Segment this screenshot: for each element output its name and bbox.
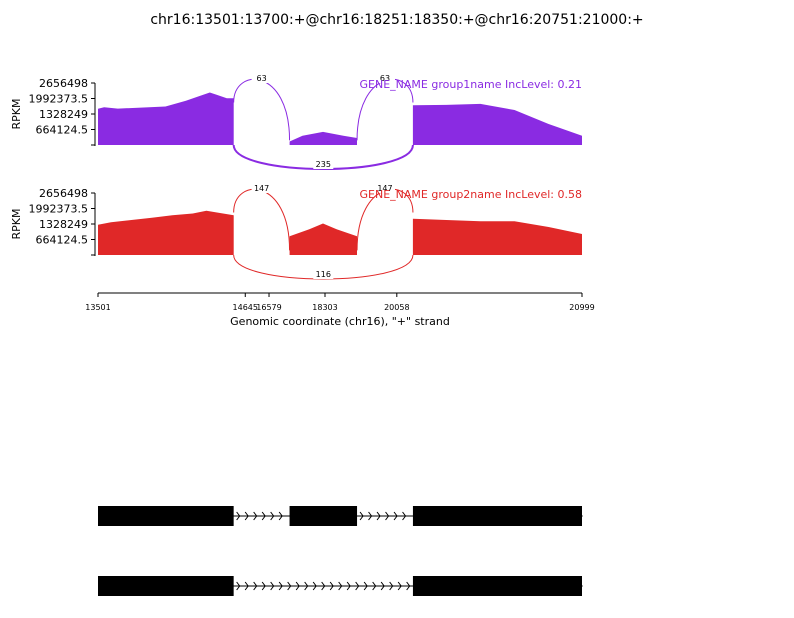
strand-arrow <box>338 581 343 591</box>
y-tick-label: 1328249 <box>39 108 88 121</box>
x-tick-label: 13501 <box>85 303 110 312</box>
strand-arrow <box>359 511 364 521</box>
strand-arrow <box>393 511 398 521</box>
series-label: GENE_NAME group1name IncLevel: 0.21 <box>360 78 582 91</box>
strand-arrow <box>368 511 373 521</box>
strand-arrow <box>253 511 258 521</box>
strand-arrow <box>397 581 402 591</box>
strand-arrow <box>304 581 309 591</box>
isoform-exon-2 <box>289 506 358 526</box>
strand-arrow <box>236 581 241 591</box>
strand-arrow <box>236 511 241 521</box>
coverage-area-exon-1 <box>98 210 234 255</box>
strand-arrow <box>287 581 292 591</box>
chart-title: chr16:13501:13700:+@chr16:18251:18350:+@… <box>150 12 643 28</box>
isoform-exon-3 <box>412 506 582 526</box>
x-tick-label: 16579 <box>256 303 281 312</box>
strand-arrow <box>321 581 326 591</box>
y-tick-label: 1992373.5 <box>29 93 89 106</box>
strand-arrow <box>346 581 351 591</box>
strand-arrow <box>363 581 368 591</box>
coverage-area-exon-3 <box>412 103 582 145</box>
junction-count-label: 63 <box>257 74 267 83</box>
y-tick-label: 1992373.5 <box>29 203 89 216</box>
x-tick-label: 14645 <box>233 303 258 312</box>
strand-arrow <box>244 581 249 591</box>
y-tick-label: 1328249 <box>39 218 88 231</box>
junction-count-label: 63 <box>380 74 390 83</box>
strand-arrow <box>389 581 394 591</box>
strand-arrow <box>380 581 385 591</box>
junction-label-bg <box>251 72 272 83</box>
x-axis-label: Genomic coordinate (chr16), "+" strand <box>230 315 450 328</box>
junction-label-bg <box>251 182 272 193</box>
y-axis-label: RPKM <box>10 209 23 240</box>
junction-count-label: 116 <box>316 270 331 279</box>
junction-arc <box>233 78 291 141</box>
junction-label-bg <box>374 182 395 193</box>
strand-arrow <box>372 581 377 591</box>
strand-arrow <box>270 581 275 591</box>
strand-arrow <box>261 581 266 591</box>
strand-arrow <box>261 511 266 521</box>
y-tick-label: 664124.5 <box>36 124 89 137</box>
coverage-area-exon-2 <box>289 223 357 255</box>
isoform-exon-1 <box>98 506 234 526</box>
strand-arrow <box>244 511 249 521</box>
isoform-exon-1 <box>98 576 234 596</box>
strand-arrow <box>253 581 258 591</box>
junction-count-label: 235 <box>316 160 331 169</box>
strand-arrow <box>355 581 360 591</box>
x-tick-label: 20058 <box>384 303 409 312</box>
strand-arrow <box>295 581 300 591</box>
strand-arrow <box>329 581 334 591</box>
isoform-exon-2 <box>412 576 582 596</box>
junction-label-bg <box>374 72 395 83</box>
strand-arrow <box>278 511 283 521</box>
strand-arrow <box>385 511 390 521</box>
junction-label-bg <box>313 158 334 169</box>
strand-arrow <box>376 511 381 521</box>
strand-arrow <box>406 581 411 591</box>
coverage-panel-group1: 2656498 1992373.5 1328249 664124.5 RPKM 63 63 2… <box>10 72 582 170</box>
coverage-panel-group2: 2656498 1992373.5 1328249 664124.5 RPKM 147 14… <box>10 182 582 280</box>
junction-count-label: 147 <box>254 184 269 193</box>
strand-arrow <box>402 511 407 521</box>
coverage-area-exon-2 <box>289 131 357 145</box>
coverage-area-exon-3 <box>412 218 582 255</box>
strand-arrow <box>278 581 283 591</box>
y-tick-label: 664124.5 <box>36 234 89 247</box>
series-label: GENE_NAME group2name IncLevel: 0.58 <box>360 188 582 201</box>
x-tick-label: 20999 <box>569 303 594 312</box>
junction-arc <box>233 188 291 251</box>
coverage-area-exon-1 <box>98 92 234 145</box>
x-tick-label: 18303 <box>312 303 337 312</box>
strand-arrow <box>312 581 317 591</box>
y-axis-label: RPKM <box>10 99 23 130</box>
junction-label-bg <box>313 268 334 279</box>
isoform-track <box>98 506 583 596</box>
y-tick-label: 2656498 <box>39 77 88 90</box>
junction-count-label: 147 <box>377 184 392 193</box>
strand-arrow <box>270 511 275 521</box>
y-tick-label: 2656498 <box>39 187 88 200</box>
